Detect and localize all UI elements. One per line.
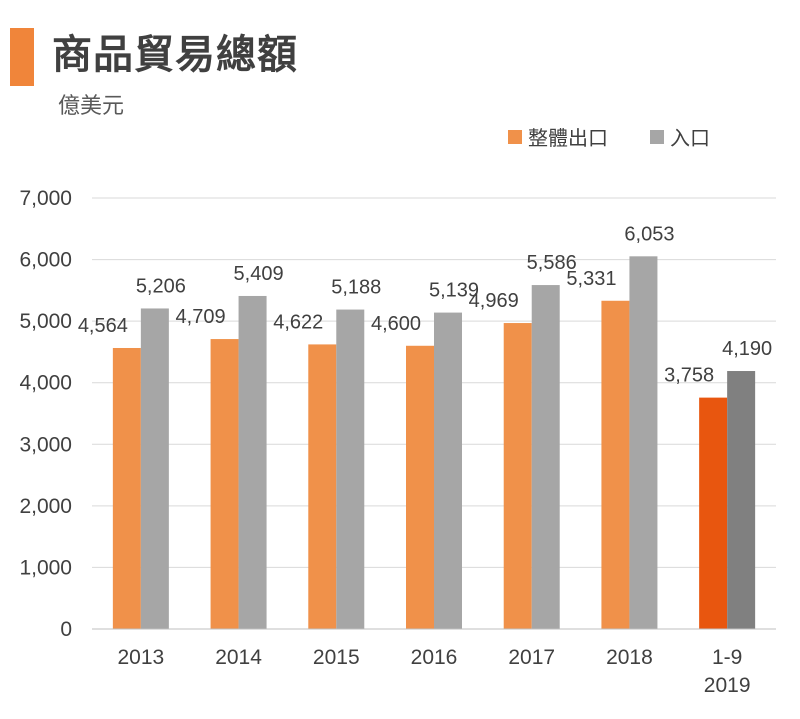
legend-label-import: 入口: [670, 126, 710, 150]
bar-export: [699, 397, 728, 629]
data-label: 3,758: [664, 365, 714, 387]
y-tick-label: 4,000: [19, 372, 72, 395]
legend-label-export: 整體出口: [528, 126, 608, 150]
y-tick-label: 1,000: [19, 556, 72, 579]
y-tick-label: 5,000: [19, 310, 72, 333]
data-label: 4,709: [176, 306, 226, 328]
unit-label: 億美元: [58, 94, 125, 119]
bar-import: [629, 256, 658, 629]
data-label: 4,600: [371, 313, 421, 335]
bar-export: [406, 345, 434, 629]
bar-import: [531, 285, 560, 629]
bar-import: [140, 308, 169, 629]
chart-title: 商品貿易總額: [52, 32, 298, 78]
y-tick-label: 2,000: [19, 495, 72, 518]
legend-item-export: 整體出口: [508, 122, 608, 151]
data-label: 5,139: [429, 280, 479, 302]
bar-export: [308, 344, 337, 629]
data-label: 4,564: [78, 315, 128, 337]
x-tick-label: 2018: [606, 646, 653, 669]
legend-swatch-import: [650, 129, 664, 144]
bar-export: [601, 300, 630, 629]
x-tick-label: 2016: [411, 646, 458, 669]
legend-item-import: 入口: [650, 122, 710, 151]
bar-export: [503, 323, 532, 629]
y-tick-label: 3,000: [19, 433, 72, 456]
data-label: 4,190: [722, 338, 772, 360]
data-label: 5,586: [527, 252, 577, 274]
data-label: 5,188: [331, 277, 381, 299]
bar-export: [112, 347, 141, 629]
y-tick-label: 0: [60, 618, 72, 641]
data-label: 4,969: [469, 290, 519, 312]
x-tick-label: 2014: [215, 646, 262, 669]
bar-import: [238, 295, 267, 629]
x-tick-label: 2017: [508, 646, 555, 669]
bar-export: [210, 339, 239, 629]
y-tick-label: 6,000: [19, 249, 72, 272]
data-label: 6,053: [624, 223, 674, 245]
x-tick-label: 1-9: [712, 646, 742, 669]
data-label: 5,409: [234, 263, 284, 285]
x-tick-label: 2019: [704, 674, 751, 697]
y-tick-label: 7,000: [19, 187, 72, 210]
title-accent-bar: [10, 28, 34, 86]
bar-import: [727, 371, 756, 629]
x-tick-label: 2015: [313, 646, 360, 669]
data-label: 5,206: [136, 275, 186, 297]
legend: 整體出口 入口: [508, 122, 752, 151]
legend-swatch-export: [508, 129, 522, 144]
bar-import: [434, 312, 462, 629]
x-tick-label: 2013: [117, 646, 164, 669]
data-label: 5,331: [566, 268, 616, 290]
data-label: 4,622: [273, 311, 323, 333]
bar-import: [336, 309, 365, 629]
